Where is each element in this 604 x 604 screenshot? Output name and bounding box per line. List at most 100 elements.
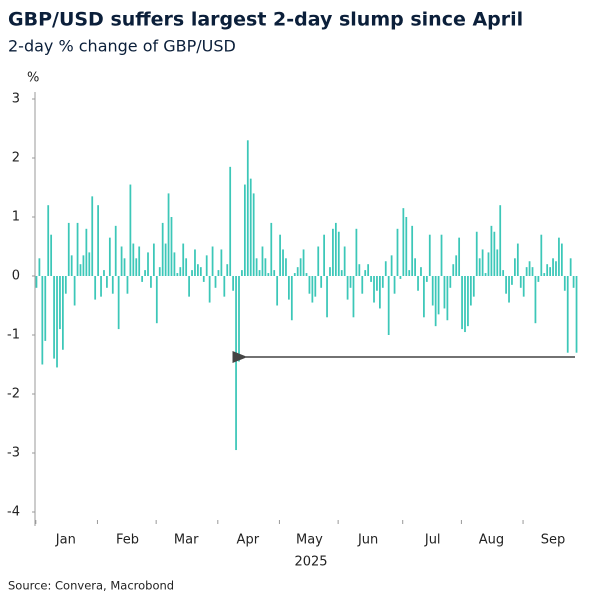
bar — [258, 270, 261, 276]
bar — [467, 276, 469, 327]
x-tick-label: Aug — [479, 533, 504, 548]
bar — [308, 276, 311, 294]
bar — [279, 234, 281, 276]
bar — [252, 193, 255, 276]
bar — [100, 276, 102, 297]
bar — [443, 276, 446, 309]
bar — [235, 276, 237, 451]
bar — [505, 276, 507, 294]
bar — [296, 267, 299, 276]
bar — [123, 258, 126, 276]
bar — [176, 273, 179, 276]
bar — [425, 276, 428, 282]
bar — [337, 231, 340, 276]
chart-subtitle: 2-day % change of GBP/USD — [8, 37, 236, 56]
bar — [94, 276, 97, 300]
y-tick-label: 2 — [12, 151, 20, 166]
bar — [546, 264, 549, 276]
bar — [469, 276, 472, 306]
bar — [152, 243, 155, 276]
bar — [376, 276, 378, 291]
x-tick-label: Jul — [424, 533, 441, 548]
bar — [290, 276, 293, 321]
x-tick-label: Sep — [541, 533, 566, 548]
bar — [273, 270, 276, 276]
bar — [475, 231, 478, 276]
bar — [555, 261, 557, 276]
bar — [267, 273, 270, 276]
bar — [38, 258, 41, 276]
x-tick-label: May — [296, 533, 323, 548]
bar — [563, 276, 566, 291]
bar — [35, 276, 38, 288]
bar — [41, 276, 44, 365]
bar — [249, 178, 252, 276]
bar — [537, 276, 540, 282]
bar — [493, 231, 496, 276]
bar — [59, 276, 61, 330]
y-tick-label: 1 — [12, 210, 20, 225]
bar — [114, 225, 117, 276]
bar — [50, 234, 53, 276]
bar — [132, 243, 135, 276]
bar — [88, 252, 91, 276]
source-note: Source: Convera, Macrobond — [8, 579, 174, 593]
bar — [243, 184, 246, 276]
bar — [423, 276, 425, 318]
bar — [147, 252, 149, 276]
bar — [387, 276, 390, 335]
bar — [481, 249, 484, 276]
bar — [138, 246, 141, 276]
bar — [188, 276, 190, 297]
bar — [332, 228, 334, 276]
bar — [229, 166, 232, 276]
bar — [293, 273, 296, 276]
bar — [364, 270, 367, 276]
bar — [334, 222, 337, 276]
bar — [411, 225, 414, 276]
bar — [161, 222, 164, 276]
bar — [150, 276, 152, 288]
bar — [428, 234, 431, 276]
bar — [528, 261, 531, 276]
y-tick-label: -4 — [7, 505, 20, 520]
x-tick-label: Apr — [237, 533, 260, 548]
x-tick-label: Mar — [174, 533, 199, 548]
bar — [540, 234, 543, 276]
bar — [558, 237, 560, 276]
bar — [464, 276, 466, 333]
bar — [108, 237, 111, 276]
bar — [117, 276, 120, 330]
bar — [73, 276, 76, 306]
bar — [508, 276, 510, 303]
bar — [323, 234, 325, 276]
bar — [340, 270, 343, 276]
bar — [276, 276, 279, 306]
bar — [97, 205, 99, 276]
bar — [472, 276, 475, 297]
bar — [440, 234, 443, 276]
bar — [575, 276, 578, 353]
bar — [352, 276, 355, 318]
bar — [208, 276, 211, 303]
bar — [490, 225, 493, 276]
bar — [499, 205, 502, 276]
bar — [381, 276, 384, 288]
bar — [511, 276, 513, 285]
y-tick-label: 0 — [12, 269, 20, 284]
bar — [496, 249, 499, 276]
bar — [502, 270, 505, 276]
y-tick-label: -2 — [7, 387, 20, 402]
bar — [311, 276, 314, 303]
bar — [282, 249, 284, 276]
bar — [129, 184, 132, 276]
bar — [373, 276, 375, 303]
bar — [552, 258, 554, 276]
bar — [390, 255, 393, 276]
bar — [431, 276, 434, 306]
bar — [220, 249, 223, 276]
bar — [549, 267, 551, 276]
bar — [449, 276, 452, 288]
bar — [53, 276, 55, 359]
